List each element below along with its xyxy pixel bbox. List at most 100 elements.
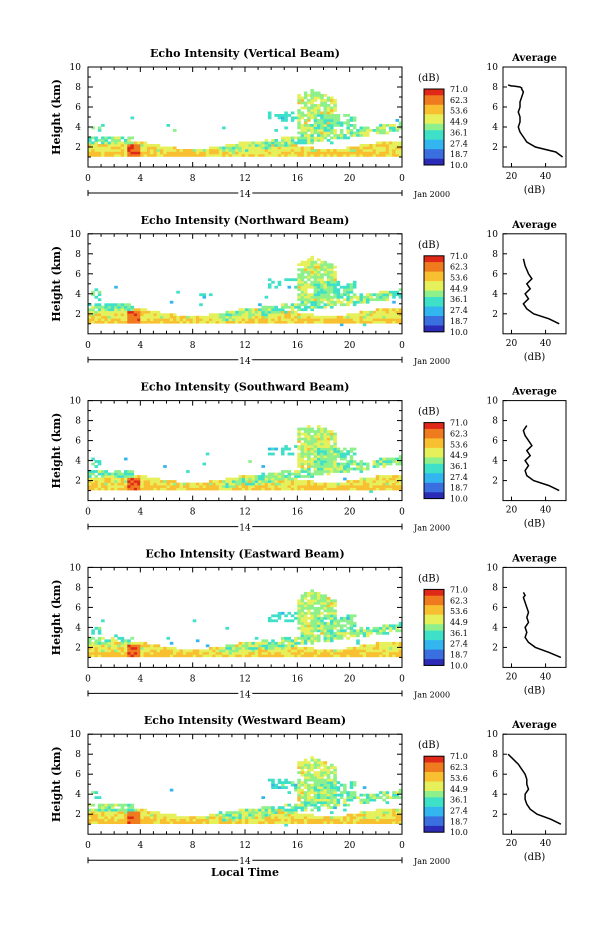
x-tick-label: 20 <box>344 508 356 518</box>
heatmap-cell <box>101 305 105 309</box>
heatmap-cell <box>307 452 311 456</box>
heatmap-cell <box>330 798 334 802</box>
colorbar-step <box>424 794 444 798</box>
heatmap-cell <box>313 591 318 595</box>
heatmap-cell <box>91 646 95 650</box>
heatmap-cell <box>101 470 105 473</box>
profile-frame <box>502 233 567 335</box>
heatmap-cell <box>362 798 367 802</box>
heatmap-cell <box>352 460 357 463</box>
heatmap-cell <box>326 124 331 127</box>
heatmap-cell <box>336 119 341 122</box>
heatmap-cell <box>245 151 249 155</box>
heatmap-cell <box>310 763 314 767</box>
heatmap-cell <box>97 821 102 824</box>
heatmap-cell <box>375 649 380 653</box>
heatmap-cell <box>333 119 337 122</box>
heatmap-cell <box>307 631 311 635</box>
heatmap-cell <box>117 813 121 817</box>
heatmap-cell <box>94 626 99 630</box>
heatmap-cell <box>307 101 311 105</box>
heatmap-cell <box>195 821 200 824</box>
heatmap-cell <box>307 773 311 777</box>
heatmap-cell <box>245 146 249 150</box>
heatmap-cell <box>339 624 344 628</box>
heatmap-cell <box>153 310 157 314</box>
heatmap-cell <box>274 641 278 645</box>
heatmap-cell <box>94 485 99 488</box>
heatmap-cell <box>366 462 370 466</box>
profile-y-tick-label: 10 <box>487 397 499 407</box>
heatmap-cell <box>343 487 347 491</box>
heatmap-cell <box>307 318 311 322</box>
heatmap-cell <box>310 268 314 272</box>
heatmap-cell <box>356 146 360 150</box>
heatmap-cell <box>300 460 305 463</box>
heatmap-cell <box>310 462 314 466</box>
heatmap-cell <box>294 783 298 787</box>
heatmap-cell <box>281 641 285 645</box>
heatmap-cell <box>114 811 118 814</box>
heatmap-cell <box>372 320 377 324</box>
heatmap-cell <box>323 111 328 115</box>
heatmap-cell <box>326 614 331 618</box>
heatmap-cell <box>169 315 174 319</box>
heatmap-cell <box>310 275 314 279</box>
heatmap-cell <box>310 313 314 317</box>
heatmap-cell <box>222 654 226 658</box>
heatmap-cell <box>388 796 393 799</box>
heatmap-cell <box>336 295 341 299</box>
heatmap-cell <box>202 151 207 155</box>
heatmap-cell <box>352 796 357 799</box>
heatmap-cell <box>94 149 99 152</box>
y-axis-label: Height (km) <box>50 579 63 655</box>
colorbar-step <box>424 293 444 298</box>
heatmap-cell <box>317 455 321 458</box>
colorbar-tick-label: 27.4 <box>450 806 468 815</box>
heatmap-cell <box>310 298 314 302</box>
heatmap-cell <box>359 310 364 314</box>
colorbar-tick-label: 36.1 <box>450 629 468 638</box>
heatmap-cell <box>156 315 161 319</box>
heatmap-cell <box>330 435 334 438</box>
heatmap-cell <box>343 821 347 824</box>
heatmap-cell <box>133 315 138 319</box>
heatmap-cell <box>91 146 95 150</box>
heatmap-cell <box>248 482 252 486</box>
heatmap-cell <box>94 811 99 814</box>
heatmap-cell <box>143 313 148 317</box>
heatmap-cell <box>388 290 393 294</box>
heatmap-cell <box>300 96 305 100</box>
heatmap-cell <box>146 485 151 488</box>
profile-y-tick-label: 8 <box>492 583 498 593</box>
heatmap-cell <box>254 154 259 157</box>
heatmap-cell <box>290 487 295 491</box>
heatmap-cell <box>248 313 252 317</box>
heatmap-cell <box>313 119 318 122</box>
heatmap-cell <box>120 318 125 322</box>
heatmap-cell <box>346 151 350 155</box>
heatmap-cell <box>379 308 383 312</box>
colorbar-step <box>424 438 444 442</box>
heatmap-cell <box>274 487 278 491</box>
heatmap-cell <box>349 134 354 137</box>
heatmap-cell <box>150 144 154 147</box>
heatmap-cell <box>117 487 121 491</box>
heatmap-cell <box>313 766 318 769</box>
heatmap-cell <box>320 432 324 436</box>
heatmap-cell <box>323 604 328 608</box>
heatmap-cell <box>320 654 324 658</box>
heatmap-cell <box>140 482 144 486</box>
heatmap-cell <box>124 482 128 486</box>
colorbar-step <box>424 259 444 263</box>
heatmap-cell <box>372 816 377 819</box>
colorbar-step <box>424 435 444 439</box>
heatmap-cell <box>133 641 138 645</box>
heatmap-cell <box>362 818 367 822</box>
heatmap-cell <box>258 821 262 824</box>
heatmap-cell <box>359 465 364 468</box>
heatmap-cell <box>248 485 252 488</box>
heatmap-cell <box>326 649 331 653</box>
heatmap-cell <box>238 811 243 814</box>
heatmap-cell <box>303 783 308 787</box>
